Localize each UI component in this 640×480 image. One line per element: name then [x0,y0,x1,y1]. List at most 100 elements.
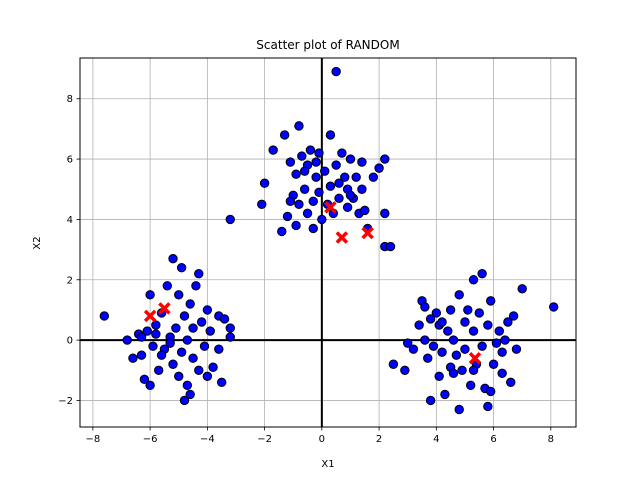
x-tick-label: 8 [548,434,554,445]
data-point [299,166,310,176]
data-point [360,205,370,216]
plot-frame [79,57,577,428]
data-point [451,350,462,360]
data-point [331,160,341,170]
data-point [311,157,321,167]
data-point [434,371,444,382]
data-point [142,326,152,336]
data-point [334,178,344,188]
centroid-layer [143,200,482,365]
chart-title: Scatter plot of RANDOM [256,38,399,52]
data-point [517,284,527,294]
data-point [291,169,301,179]
data-point [314,148,324,158]
y-tick-label: −2 [58,396,73,407]
data-point [414,320,424,330]
data-point [420,302,430,312]
data-point [171,323,181,333]
data-point [128,353,138,363]
data-point [408,344,419,354]
data-point [308,196,318,207]
data-point [334,193,344,203]
data-point [282,211,293,222]
data-point [225,323,235,333]
data-point [308,223,318,234]
data-point [188,323,198,333]
data-point [548,302,559,312]
data-point [497,368,507,378]
data-point [380,208,390,219]
x-tick-label: 6 [490,434,496,445]
y-axis-label: X2 [32,236,43,249]
data-point [440,389,450,400]
x-tick-label: 0 [319,434,325,445]
data-point [277,226,287,237]
data-point [385,241,396,252]
data-point [477,269,487,279]
y-axis-ticks: −2 0 2 4 6 8 [58,94,80,407]
data-point [268,145,278,155]
data-point [99,311,110,321]
data-point [448,335,459,345]
data-point [174,290,184,300]
data-point [325,181,336,191]
data-point [311,172,321,182]
data-point [151,320,161,330]
data-point [299,184,310,194]
data-point [491,338,502,348]
data-point [285,196,296,207]
data-point [443,326,453,336]
data-point [320,166,330,176]
data-point [179,311,190,321]
data-point [199,341,210,351]
data-point [305,145,316,155]
data-point [182,335,193,345]
data-point [468,365,479,375]
data-point [185,389,195,400]
data-point [503,317,513,327]
data-point [340,172,350,182]
data-point [497,347,507,357]
data-point [357,157,367,167]
data-point [345,154,356,164]
centroid-marker [468,351,482,365]
data-point [374,163,384,173]
data-point [185,299,195,309]
data-point [460,344,470,354]
data-point [474,308,484,318]
x-tick-label: −6 [143,434,158,445]
data-point [191,281,201,291]
data-point [154,365,164,375]
x-axis-ticks: −8 −6 −4 −2 0 2 4 6 8 [86,427,554,445]
data-point [168,253,178,264]
data-point [202,305,213,315]
data-point [196,317,207,327]
data-point [136,332,147,342]
data-point [437,347,447,357]
data-point [437,317,447,327]
data-point [500,335,510,345]
y-tick-label: 0 [67,336,73,347]
x-tick-label: −2 [257,434,272,445]
data-point [351,172,361,182]
data-point [368,172,379,182]
data-point [297,151,307,161]
data-point [145,290,155,300]
data-point [425,314,436,324]
data-point [445,305,456,315]
data-point [156,350,167,360]
data-point [483,401,493,412]
data-point [380,154,390,164]
data-point [202,371,213,382]
data-point [225,332,235,342]
data-point [486,386,496,397]
y-tick-label: 6 [67,155,73,166]
data-point [205,326,215,336]
data-point [511,344,522,354]
points-layer [99,66,559,415]
y-tick-label: 2 [67,275,73,286]
data-point [219,314,230,324]
data-point [314,187,324,197]
